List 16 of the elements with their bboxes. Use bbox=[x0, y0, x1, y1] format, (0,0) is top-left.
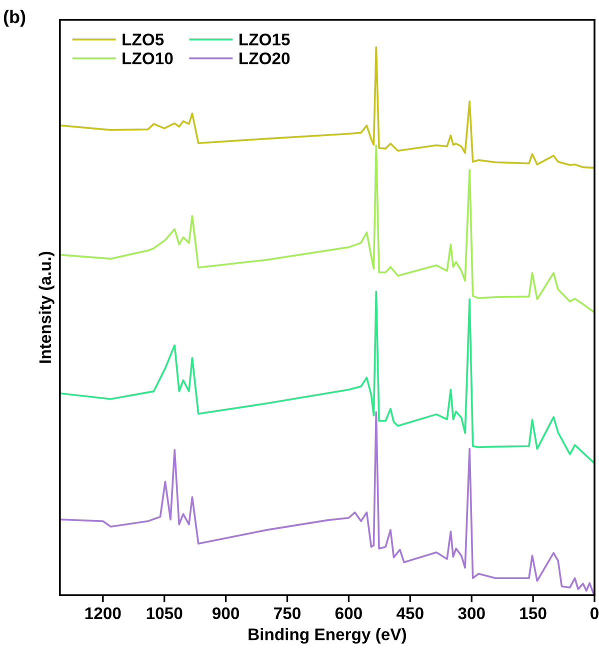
legend-label: LZO20 bbox=[240, 52, 290, 64]
x-tick-label: 750 bbox=[274, 607, 300, 620]
legend-label: LZO15 bbox=[240, 34, 290, 46]
x-tick-label: 600 bbox=[335, 607, 362, 620]
x-tick-label: 450 bbox=[396, 607, 424, 620]
x-axis-title: Binding Energy (eV) bbox=[248, 628, 406, 644]
y-axis-title: Intensity (a.u.) bbox=[38, 252, 54, 363]
legend-label: LZO5 bbox=[122, 34, 164, 46]
legend-label: LZO10 bbox=[122, 52, 173, 64]
text: (b) bbox=[4, 10, 26, 27]
x-tick-label: 900 bbox=[212, 607, 240, 620]
x-tick-label: 1050 bbox=[146, 607, 182, 620]
x-tick-label: 0 bbox=[590, 607, 598, 620]
x-tick-label: 300 bbox=[458, 607, 485, 620]
x-tick-label: 1200 bbox=[85, 607, 121, 620]
x-tick-label: 150 bbox=[520, 607, 546, 620]
